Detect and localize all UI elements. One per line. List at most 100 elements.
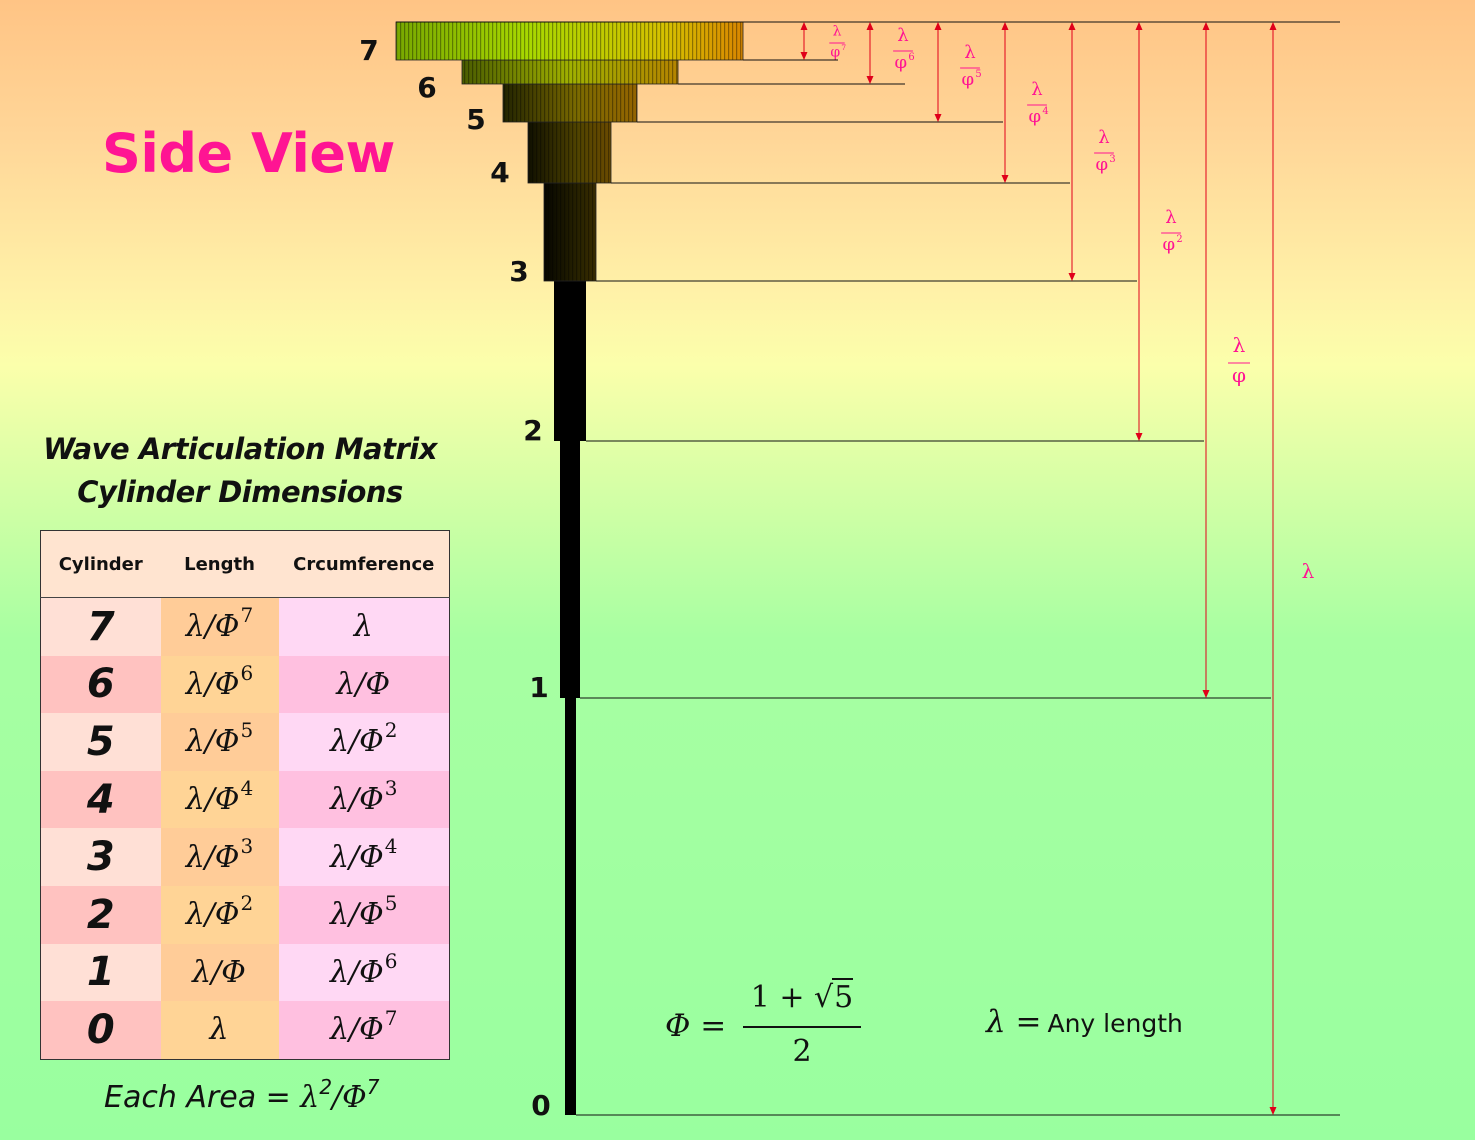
dimension-exponent: 7: [841, 43, 846, 52]
cylinder-2: [554, 281, 586, 441]
area-note-lambda: λ: [300, 1080, 320, 1115]
table-row: 7 λ/Φ7 λ: [40, 597, 450, 656]
table-row: 3 λ/Φ3 λ/Φ4: [40, 828, 450, 886]
table-row: 1 λ/Φ λ/Φ6: [40, 943, 450, 1002]
length-cell: λ/Φ2: [160, 885, 279, 944]
length-cell: λ/Φ6: [160, 655, 279, 714]
circumference-cell: λ: [278, 597, 450, 656]
table-heading-line2: Cylinder Dimensions: [77, 475, 403, 509]
dimension-numerator: λ: [964, 42, 975, 63]
table-heading: Wave Articulation Matrix Cylinder Dimens…: [30, 428, 450, 514]
lambda-definition: λ = Any length: [986, 1004, 1183, 1040]
length-cell: λ/Φ3: [160, 828, 279, 886]
cylinder-cell: 0: [40, 1001, 161, 1060]
arrowhead-down-0: [1269, 1107, 1277, 1115]
circumference-exponent: 5: [384, 891, 398, 916]
length-exponent: 4: [240, 776, 254, 801]
length-cell: λ/Φ7: [160, 597, 279, 656]
level-label-0: 0: [531, 1089, 550, 1122]
dimension-numerator: λ: [1165, 207, 1176, 228]
dimension-numerator: λ: [833, 23, 842, 39]
phi-definition-numerator: 1 + √5: [743, 978, 861, 1015]
dimension-denominator: φ: [1096, 154, 1109, 175]
arrowhead-down-4: [1001, 175, 1009, 183]
length-exponent: 5: [240, 718, 254, 743]
circumference-base: λ/Φ: [336, 666, 391, 702]
circumference-cell: λ/Φ4: [278, 828, 450, 886]
dimension-numerator: λ: [1302, 559, 1315, 583]
dimension-denominator: φ: [1232, 363, 1246, 387]
column-header-cylinder: Cylinder: [40, 530, 161, 598]
circumference-exponent: 7: [384, 1006, 398, 1031]
circumference-cell: λ/Φ3: [278, 770, 450, 829]
level-label-5: 5: [466, 103, 485, 136]
circumference-exponent: 2: [384, 718, 398, 743]
column-header-circumference: Crcumference: [278, 530, 450, 598]
circumference-base: λ: [353, 609, 373, 645]
dimension-numerator: λ: [897, 25, 908, 46]
cylinder-3-ridges: [543, 182, 597, 282]
arrowhead-up-2: [1135, 22, 1143, 30]
length-cell: λ/Φ: [160, 943, 279, 1002]
phi-numerator-root: 5: [832, 978, 854, 1015]
dimensions-table: Cylinder Length Crcumference 7 λ/Φ7 λ 6 λ/Φ6…: [40, 530, 450, 1060]
cylinder-cell: 5: [40, 713, 161, 771]
dimension-label-2: λφ 2: [1161, 207, 1183, 255]
lambda-definition-text: Any length: [1047, 1009, 1183, 1038]
level-label-3: 3: [509, 255, 528, 288]
cylinder-0: [565, 698, 576, 1115]
table-row: 5 λ/Φ5 λ/Φ2: [40, 713, 450, 771]
arrowhead-down-6: [866, 76, 874, 84]
length-base: λ/Φ: [185, 782, 240, 818]
length-cell: λ: [160, 1001, 279, 1060]
arrowhead-up-5: [934, 22, 942, 30]
table-row: 4 λ/Φ4 λ/Φ3: [40, 770, 450, 829]
arrowhead-down-5: [934, 114, 942, 122]
arrowhead-up-6: [866, 22, 874, 30]
length-cell: λ/Φ5: [160, 713, 279, 771]
table-row: 0 λ λ/Φ7: [40, 1001, 450, 1060]
circumference-exponent: 6: [384, 948, 398, 973]
circumference-base: λ/Φ: [330, 954, 384, 990]
cylinder-cell: 2: [40, 885, 161, 944]
dimension-numerator: λ: [1031, 79, 1042, 100]
level-lines: [396, 21, 1340, 1116]
dimension-label-4: λφ 4: [1027, 79, 1049, 127]
dimension-denominator: φ: [895, 52, 908, 73]
circumference-exponent: 4: [384, 833, 398, 858]
length-exponent: 2: [240, 891, 254, 916]
arrowhead-up-3: [1068, 22, 1076, 30]
level-label-1: 1: [529, 671, 548, 704]
arrowhead-up-1: [1202, 22, 1210, 30]
table-row: 2 λ/Φ2 λ/Φ5: [40, 885, 450, 944]
circumference-cell: λ/Φ5: [278, 885, 450, 944]
length-exponent: 6: [240, 660, 254, 685]
cylinder-cell: 1: [40, 943, 161, 1002]
dimension-denominator: φ: [830, 44, 840, 60]
circumference-cell: λ/Φ6: [278, 943, 450, 1002]
level-label-2: 2: [523, 414, 542, 447]
table-heading-line1: Wave Articulation Matrix: [43, 432, 437, 466]
dimension-exponent: 2: [1176, 234, 1182, 245]
length-base: λ/Φ: [185, 724, 240, 760]
dimension-exponent: 6: [908, 52, 914, 63]
cylinder-cell: 4: [40, 770, 161, 829]
arrowhead-down-1: [1202, 690, 1210, 698]
circumference-base: λ/Φ: [330, 1012, 384, 1048]
lambda-definition-math: λ =: [986, 1004, 1042, 1040]
length-base: λ/Φ: [185, 609, 240, 645]
circumference-base: λ/Φ: [330, 724, 384, 760]
arrowhead-down-3: [1068, 273, 1076, 281]
phi-definition: Φ = 1 + √5 2: [665, 978, 875, 1072]
table-row: 6 λ/Φ6 λ/Φ: [40, 655, 450, 714]
arrowhead-up-4: [1001, 22, 1009, 30]
length-base: λ/Φ: [185, 839, 240, 875]
cylinder-stack: [395, 21, 744, 1115]
fraction-bar: [743, 1026, 861, 1028]
cylinder-5-ridges: [502, 83, 638, 123]
arrowhead-up-7: [800, 22, 808, 30]
area-note-phi-exp: 7: [366, 1075, 380, 1099]
cylinder-6-ridges: [461, 59, 679, 85]
area-note-prefix: Each Area =: [104, 1080, 301, 1115]
